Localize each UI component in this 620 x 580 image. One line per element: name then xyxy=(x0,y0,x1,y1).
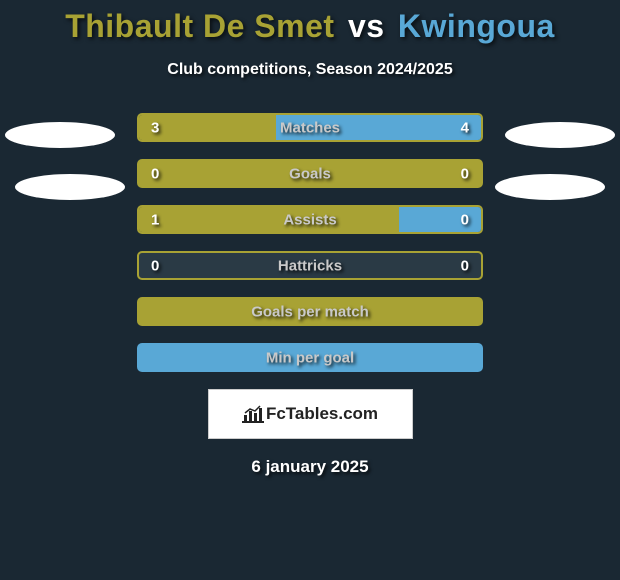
player2-avatar-placeholder xyxy=(505,122,615,148)
stat-bar-value-left: 0 xyxy=(151,165,159,182)
player2-name: Kwingoua xyxy=(398,8,555,44)
stat-bar-row: Matches3 4 xyxy=(137,113,483,142)
stat-bar-label: Goals xyxy=(139,165,481,182)
stat-bar-label: Goals per match xyxy=(139,303,481,320)
chart-icon xyxy=(242,405,264,423)
stat-bar-value-left: 3 xyxy=(151,119,159,136)
stat-bar-row: Hattricks0 0 xyxy=(137,251,483,280)
player1-club-placeholder xyxy=(15,174,125,200)
subtitle: Club competitions, Season 2024/2025 xyxy=(0,61,620,79)
stat-bar-row: Min per goal xyxy=(137,343,483,372)
stat-bar-label: Assists xyxy=(139,211,481,228)
stat-bar-row: Goals per match xyxy=(137,297,483,326)
stat-bar-value-right: 0 xyxy=(461,211,469,228)
stat-bar-label: Min per goal xyxy=(139,349,481,366)
stat-bar-value-left: 1 xyxy=(151,211,159,228)
player1-avatar-placeholder xyxy=(5,122,115,148)
player2-club-placeholder xyxy=(495,174,605,200)
comparison-title: Thibault De Smet vs Kwingoua xyxy=(0,0,620,45)
attribution-text: FcTables.com xyxy=(266,404,378,424)
attribution-badge: FcTables.com xyxy=(208,389,413,439)
stat-bar-value-right: 0 xyxy=(461,165,469,182)
stat-bars: Matches34Goals00Assists10Hattricks00Goal… xyxy=(137,113,483,372)
date-label: 6 january 2025 xyxy=(0,457,620,477)
stat-bar-value-left: 0 xyxy=(151,257,159,274)
player1-name: Thibault De Smet xyxy=(65,8,334,44)
vs-label: vs xyxy=(348,8,385,44)
stat-bar-row: Assists1 0 xyxy=(137,205,483,234)
stat-bar-label: Matches xyxy=(139,119,481,136)
stat-bar-value-right: 0 xyxy=(461,257,469,274)
stat-bar-label: Hattricks xyxy=(139,257,481,274)
stat-bar-value-right: 4 xyxy=(461,119,469,136)
stat-bar-row: Goals0 0 xyxy=(137,159,483,188)
